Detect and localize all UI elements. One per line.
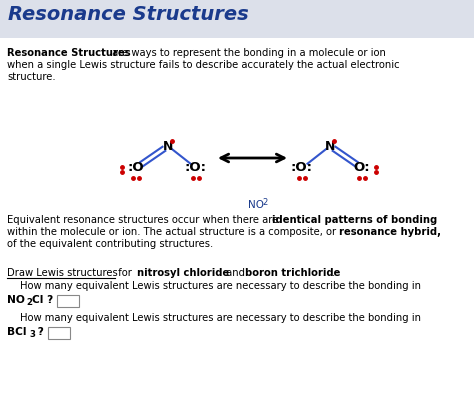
Text: Cl ?: Cl ?	[32, 295, 53, 305]
Text: ?: ?	[34, 327, 44, 337]
Text: and: and	[223, 268, 248, 278]
Text: identical patterns of bonding: identical patterns of bonding	[272, 215, 437, 225]
Text: 2: 2	[26, 298, 32, 307]
Text: :O:: :O:	[185, 162, 207, 175]
Text: 3: 3	[29, 330, 35, 339]
Text: for: for	[115, 268, 135, 278]
Text: when a single Lewis structure fails to describe accurately the actual electronic: when a single Lewis structure fails to d…	[7, 60, 400, 70]
Text: of the equivalent contributing structures.: of the equivalent contributing structure…	[7, 239, 213, 249]
Bar	[48, 327, 70, 339]
Text: Equivalent resonance structures occur when there are: Equivalent resonance structures occur wh…	[7, 215, 282, 225]
Text: How many equivalent Lewis structures are necessary to describe the bonding in: How many equivalent Lewis structures are…	[20, 281, 421, 291]
Text: Resonance Structures: Resonance Structures	[7, 48, 131, 58]
Text: :O: :O	[128, 162, 144, 175]
Text: structure.: structure.	[7, 72, 55, 82]
Text: N: N	[325, 139, 335, 152]
FancyBboxPatch shape	[0, 0, 474, 38]
Text: Draw Lewis structures: Draw Lewis structures	[7, 268, 118, 278]
Text: nitrosyl chloride: nitrosyl chloride	[137, 268, 229, 278]
Text: N: N	[163, 139, 173, 152]
Text: O:: O:	[354, 162, 370, 175]
Text: :O:: :O:	[291, 162, 313, 175]
Text: boron trichloride: boron trichloride	[245, 268, 340, 278]
Bar	[57, 295, 79, 307]
Text: BCl: BCl	[7, 327, 27, 337]
Text: How many equivalent Lewis structures are necessary to describe the bonding in: How many equivalent Lewis structures are…	[20, 313, 421, 323]
Text: within the molecule or ion. The actual structure is a composite, or: within the molecule or ion. The actual s…	[7, 227, 339, 237]
Text: are ways to represent the bonding in a molecule or ion: are ways to represent the bonding in a m…	[109, 48, 386, 58]
Text: Resonance Structures: Resonance Structures	[8, 5, 249, 24]
Text: .: .	[332, 268, 335, 278]
Text: NO: NO	[7, 295, 25, 305]
Text: 2: 2	[262, 198, 267, 207]
Text: NO: NO	[248, 200, 264, 210]
Text: resonance hybrid,: resonance hybrid,	[339, 227, 441, 237]
